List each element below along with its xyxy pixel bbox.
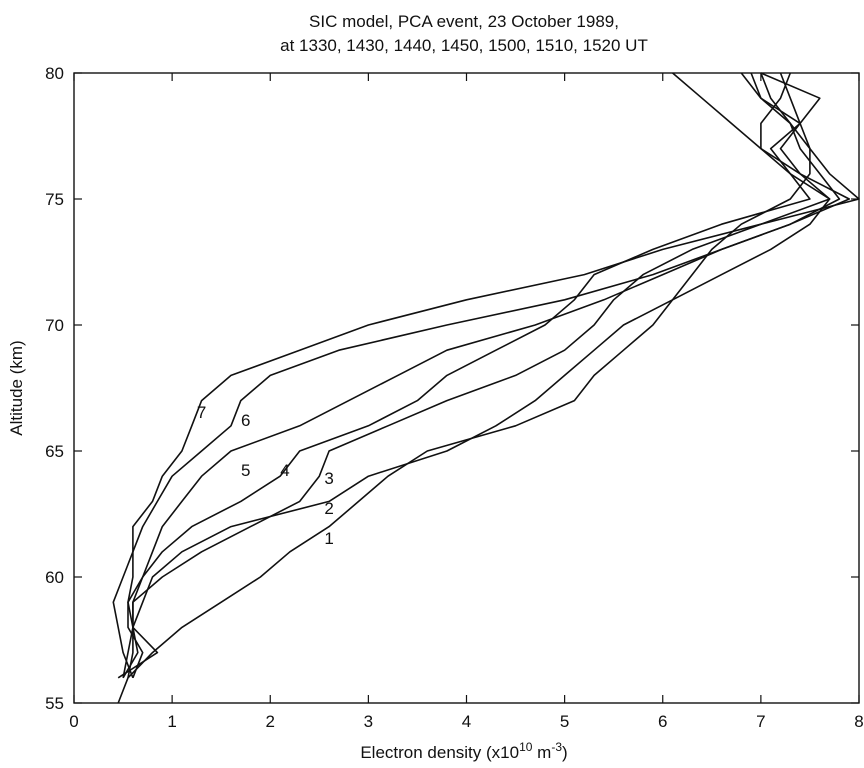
y-axis-label: Altitude (km) <box>7 340 26 435</box>
series-line-5 <box>122 72 841 679</box>
x-axis-label-unit: m <box>532 743 551 762</box>
x-tick-label: 2 <box>266 712 275 731</box>
series-line-1 <box>117 72 811 704</box>
chart-subtitle: at 1330, 1430, 1440, 1450, 1500, 1510, 1… <box>280 36 648 55</box>
x-tick-label: 3 <box>364 712 373 731</box>
x-tick-label: 5 <box>560 712 569 731</box>
curve-label-1: 1 <box>324 529 333 548</box>
curve-label-5: 5 <box>241 461 250 480</box>
curve-labels: 1 2 3 4 5 6 7 <box>197 403 334 548</box>
x-tick-label: 6 <box>658 712 667 731</box>
series-group <box>112 72 860 704</box>
x-axis-label-close: ) <box>562 743 568 762</box>
curve-label-6: 6 <box>241 411 250 430</box>
series-line-7 <box>112 72 860 679</box>
y-tick-label: 60 <box>45 568 64 587</box>
x-axis: 0 1 2 3 4 5 6 7 8 <box>69 73 864 731</box>
x-tick-label: 1 <box>167 712 176 731</box>
x-tick-label: 4 <box>462 712 471 731</box>
x-tick-label: 8 <box>854 712 863 731</box>
series-line-3 <box>117 72 831 679</box>
x-tick-label: 0 <box>69 712 78 731</box>
x-axis-label-unit-sup: -3 <box>551 740 562 754</box>
curve-label-2: 2 <box>324 499 333 518</box>
y-tick-label: 65 <box>45 442 64 461</box>
y-tick-label: 70 <box>45 316 64 335</box>
x-tick-label: 7 <box>756 712 765 731</box>
chart-title: SIC model, PCA event, 23 October 1989, <box>309 12 619 31</box>
curve-label-4: 4 <box>280 461 289 480</box>
plot-frame <box>73 72 860 704</box>
x-axis-label-sup: 10 <box>519 740 533 754</box>
y-tick-label: 55 <box>45 694 64 713</box>
curve-label-3: 3 <box>324 469 333 488</box>
series-line-6 <box>127 72 850 679</box>
y-tick-label: 75 <box>45 190 64 209</box>
x-axis-label: Electron density (x1010 m-3) <box>360 740 567 762</box>
curve-label-7: 7 <box>197 403 206 422</box>
series-line-2 <box>122 72 831 678</box>
x-axis-label-main: Electron density (x10 <box>360 743 519 762</box>
y-tick-label: 80 <box>45 64 64 83</box>
